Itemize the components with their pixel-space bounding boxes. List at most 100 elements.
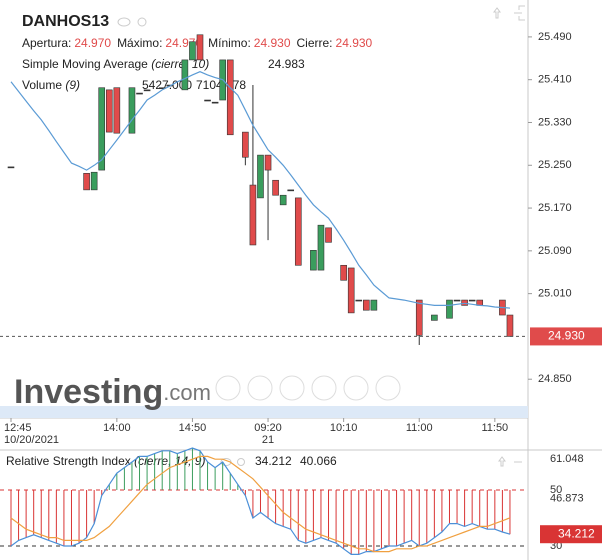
candle-body [90,171,98,191]
watermark: Investing.com [14,373,211,411]
rsi-tick-label: 50 [550,484,562,496]
candle-body [363,299,370,311]
x-sublabel: 21 [262,434,274,446]
candle-body [143,89,151,92]
title-icons [117,5,525,27]
rsi-tick-label: 61.048 [550,453,584,465]
x-tick-label: 10:10 [330,422,358,434]
info-value: 24.930 [336,36,373,50]
signal-value: 40.066 [300,454,337,468]
x-tick-label: 11:50 [481,422,508,434]
volume-band [0,406,528,418]
sma-value: 24.983 [268,57,305,71]
rsi-badge [540,525,602,544]
candle-body [257,154,264,199]
watermark-suffix: .com [163,380,211,405]
x-tick-label: 14:50 [179,422,207,434]
candle-body [340,264,347,281]
toolbar-icons[interactable] [498,456,522,467]
info-label: Cierre: [297,36,333,50]
candle-body [272,179,279,196]
signal-line [10,455,511,553]
candle-body [310,250,317,271]
info-label: Máximo: [117,36,162,50]
candle-body [181,59,189,91]
y-tick-label: 25.010 [538,288,572,300]
volume-legend: Volume (9) [22,78,80,92]
sma-line [10,71,511,309]
candle-body [431,314,438,321]
candle-body [415,299,423,336]
info-value: 24.970 [74,36,111,50]
playback-controls [215,375,401,401]
candle-body [226,59,234,136]
last-price-label: 24.930 [548,329,585,343]
control[interactable] [375,375,401,401]
control[interactable] [279,375,305,401]
candle-body [468,299,476,302]
candle-body [506,314,514,337]
candle-body [325,227,332,243]
candle-body [249,184,257,246]
rsi-title: Relative Strength Index [6,454,131,468]
rsi-badge-label: 34.212 [558,526,595,540]
candle-body [113,87,121,134]
candle-body [189,41,196,61]
candle-body [98,87,106,171]
info-label: Mínimo: [208,36,251,50]
candle-body [347,267,355,314]
control[interactable] [311,375,337,401]
last-price-badge [530,327,602,346]
candle-body [242,131,249,158]
y-tick-label: 25.250 [538,159,572,171]
y-tick-label: 25.330 [538,116,572,128]
candle-body [317,224,325,271]
candle-body [279,194,287,206]
candle-body [453,299,461,302]
rsi-line [10,447,511,555]
sma-legend: Simple Moving Average (cierre, 10) [22,57,209,71]
x-tick-label: 14:00 [103,422,131,434]
candle-body [355,299,363,302]
y-tick-label: 24.850 [538,373,572,385]
x-sublabel: 10/20/2021 [4,434,59,446]
candle-body [446,299,453,319]
info-value: 24.930 [254,36,291,50]
x-tick-label: 12:45 [4,422,32,434]
gear-icon[interactable] [137,17,147,27]
candle-body [204,99,211,102]
candle-body [211,101,219,104]
candle-body [287,189,295,192]
candle-body [196,34,204,61]
candle-body [264,154,272,171]
candle-body [136,92,143,95]
candle-body [128,87,136,134]
volume-name: Volume [22,78,62,92]
control[interactable] [343,375,369,401]
toolbar-icons[interactable] [493,5,525,21]
sma-name: Simple Moving Average [22,57,148,71]
candle-body [7,166,15,169]
candle-body [294,197,302,266]
gear-icon[interactable] [237,458,245,466]
volume-params: (9) [65,78,80,92]
eye-icon[interactable] [117,17,131,27]
chart-title: DANHOS13 [22,13,109,30]
control[interactable] [247,375,273,401]
control[interactable] [215,375,241,401]
rsi-tick-label: 46.873 [550,493,584,505]
y-tick-label: 25.170 [538,202,572,214]
watermark-main: Investing [14,373,163,411]
x-tick-label: 09:20 [254,422,282,434]
y-tick-label: 25.090 [538,245,572,257]
info-label: Apertura: [22,36,71,50]
y-tick-label: 25.410 [538,74,572,86]
rsi-value: 34.212 [255,454,292,468]
candle-body [105,89,113,133]
x-tick-label: 11:00 [406,422,433,434]
candle-body [83,172,90,191]
y-tick-label: 25.490 [538,31,572,43]
candle-body [370,299,378,311]
